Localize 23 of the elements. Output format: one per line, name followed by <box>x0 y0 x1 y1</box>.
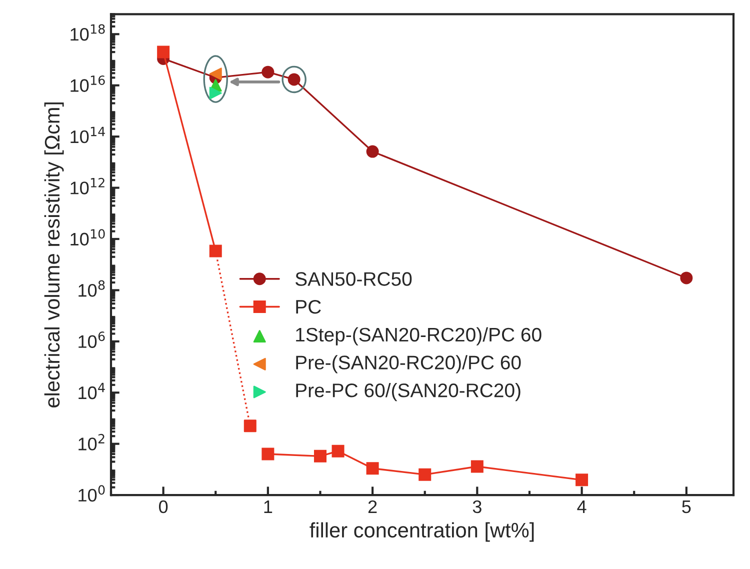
y-tick-label: 10$^{14}$ <box>70 126 105 144</box>
x-tick-label: 3 <box>472 500 482 514</box>
y-tick-label: 10$^{2}$ <box>78 434 104 450</box>
y-axis-title: electrical volume resistivity [Ωcm] <box>44 102 64 408</box>
x-tick-label: 4 <box>577 500 586 513</box>
legend-label: Pre-(SAN20-RC20)/PC 60 <box>296 355 521 374</box>
y-tick-label: 10$^{10}$ <box>70 229 105 246</box>
legend-label: Pre-PC 60/(SAN20-RC20) <box>296 383 520 402</box>
y-tick-label: 10$^{12}$ <box>70 178 104 194</box>
x-tick-label: 2 <box>368 500 377 513</box>
x-tick-label: 1 <box>264 500 272 513</box>
legend-label: 1Step-(SAN20-RC20)/PC 60 <box>296 327 542 346</box>
y-tick-label: 10$^{18}$ <box>70 24 105 41</box>
y-tick-label: 10$^{0}$ <box>78 485 105 502</box>
y-tick-label: 10$^{4}$ <box>78 382 105 400</box>
legend-label: SAN50-RC50 <box>295 272 412 286</box>
y-tick-label: 10$^{16}$ <box>70 75 105 92</box>
legend-label: PC <box>296 300 321 314</box>
x-axis-title: filler concentration [wt%] <box>310 522 534 542</box>
y-tick-label: 10$^{6}$ <box>78 332 105 348</box>
y-tick-label: 10$^{8}$ <box>78 280 105 297</box>
x-tick-label: 0 <box>158 500 168 514</box>
x-tick-label: 5 <box>682 500 691 514</box>
